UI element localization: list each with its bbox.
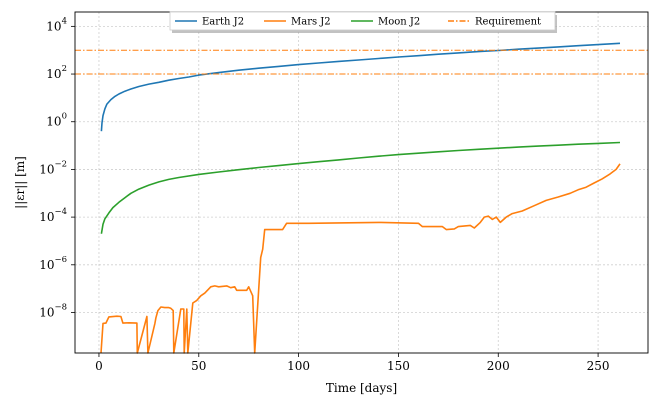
y-tick-exponent: −8 bbox=[54, 302, 67, 312]
y-tick-label: 10−8 bbox=[39, 302, 67, 319]
y-tick-base: 10 bbox=[39, 210, 54, 224]
y-tick-exponent: 0 bbox=[62, 112, 67, 122]
legend: Earth J2 Mars J2 Moon J2 Requirement bbox=[169, 11, 557, 33]
y-tick-label: 10−4 bbox=[39, 207, 67, 224]
y-tick-exponent: 4 bbox=[62, 16, 67, 26]
y-axis-label: ||εr|| [m] bbox=[13, 156, 27, 209]
series-line-moon-j2 bbox=[100, 141, 621, 234]
x-tick-label: 50 bbox=[191, 359, 206, 373]
y-tick-base: 10 bbox=[39, 305, 54, 319]
y-tick-label: 102 bbox=[46, 64, 67, 81]
y-tick-exponent: −4 bbox=[54, 207, 67, 217]
y-tick-label: 100 bbox=[46, 112, 67, 129]
y-tick-label: 10−6 bbox=[39, 255, 67, 272]
y-tick-exponent: 2 bbox=[62, 64, 67, 74]
y-tick-label: 10−2 bbox=[39, 159, 67, 176]
x-tick-label: 150 bbox=[387, 359, 410, 373]
plot-area bbox=[75, 42, 648, 354]
y-tick-exponent: −6 bbox=[54, 255, 67, 265]
legend-entry-label: Earth J2 bbox=[202, 17, 244, 28]
y-tick-base: 10 bbox=[39, 258, 54, 272]
series-line-earth-j2 bbox=[100, 42, 621, 132]
y-tick-base: 10 bbox=[46, 67, 61, 81]
x-axis-label: Time [days] bbox=[326, 381, 397, 395]
series-line-mars-j2 bbox=[100, 163, 621, 354]
y-tick-base: 10 bbox=[39, 162, 54, 176]
y-tick-label: 104 bbox=[46, 16, 67, 33]
y-tick-base: 10 bbox=[46, 19, 61, 33]
x-tick-label: 250 bbox=[587, 359, 610, 373]
axes-frame bbox=[74, 11, 649, 354]
legend-entry-label: Mars J2 bbox=[291, 17, 331, 28]
y-tick-exponent: −2 bbox=[54, 159, 67, 169]
x-tick-label: 100 bbox=[287, 359, 310, 373]
legend-entry-label: Requirement bbox=[475, 17, 541, 28]
x-tick-label: 0 bbox=[95, 359, 103, 373]
y-tick-base: 10 bbox=[46, 115, 61, 129]
legend-entry-label: Moon J2 bbox=[378, 17, 420, 28]
x-tick-label: 200 bbox=[487, 359, 510, 373]
grid-lines bbox=[75, 12, 648, 353]
